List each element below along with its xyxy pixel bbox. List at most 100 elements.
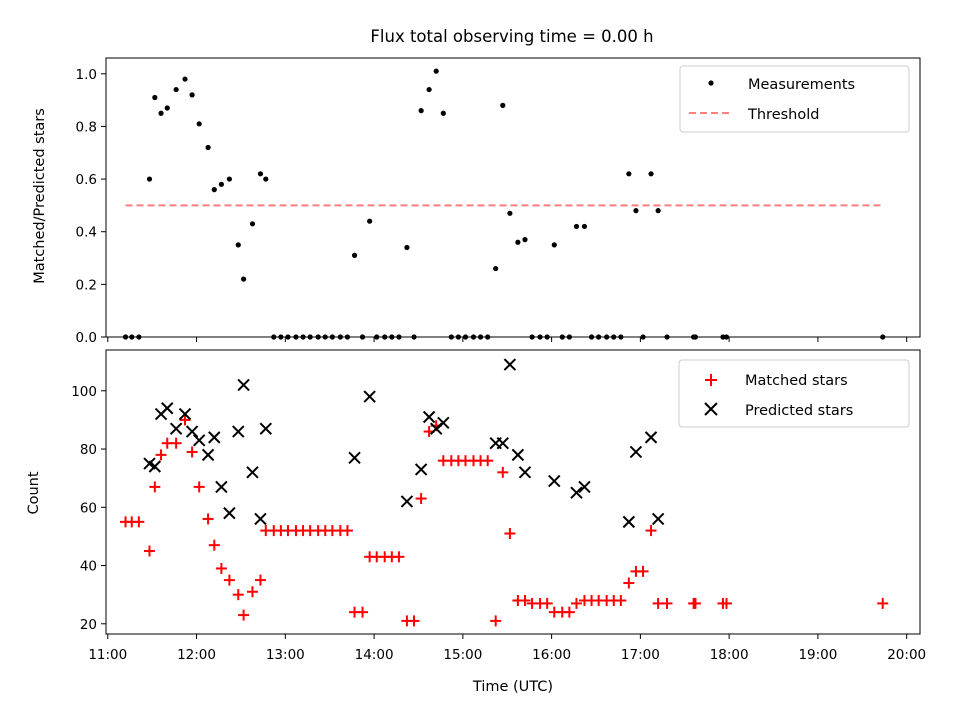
x-tick-label: 14:00 xyxy=(355,647,394,663)
matched-star-marker xyxy=(877,598,888,609)
matched-star-marker xyxy=(238,610,249,621)
matched-star-marker xyxy=(194,481,205,492)
matched-star-marker xyxy=(216,563,227,574)
matched-star-marker xyxy=(156,449,167,460)
measurement-point xyxy=(367,219,372,224)
measurement-point xyxy=(434,69,439,74)
predicted-star-marker xyxy=(424,411,435,422)
predicted-star-marker xyxy=(349,452,360,463)
predicted-star-marker xyxy=(646,432,657,443)
matched-star-marker xyxy=(490,615,501,626)
x-tick-label: 20:00 xyxy=(887,647,926,663)
matched-star-marker xyxy=(357,607,368,618)
predicted-star-marker xyxy=(623,516,634,527)
predicted-star-marker xyxy=(194,435,205,446)
predicted-star-marker xyxy=(260,423,271,434)
legend-measurements-label: Measurements xyxy=(748,77,855,93)
predicted-star-marker xyxy=(238,379,249,390)
measurement-point xyxy=(263,176,268,181)
measurement-point xyxy=(219,182,224,187)
matched-star-marker xyxy=(255,575,266,586)
predicted-star-marker xyxy=(497,438,508,449)
legend-top: Measurements Threshold xyxy=(680,66,909,132)
bottom-y-tick-label: 100 xyxy=(71,384,97,400)
predicted-star-marker xyxy=(653,513,664,524)
legend-matched-label: Matched stars xyxy=(745,373,848,389)
predicted-star-marker xyxy=(171,423,182,434)
matched-star-marker xyxy=(638,566,649,577)
matched-star-marker xyxy=(662,598,673,609)
measurement-point xyxy=(227,176,232,181)
matched-star-marker xyxy=(690,598,701,609)
bottom-y-tick-label: 20 xyxy=(80,617,97,633)
predicted-star-marker xyxy=(203,449,214,460)
x-tick-label: 16:00 xyxy=(532,647,571,663)
measurement-point xyxy=(241,276,246,281)
measurement-point xyxy=(441,111,446,116)
predicted-star-marker xyxy=(187,426,198,437)
measurement-point xyxy=(419,108,424,113)
predicted-star-marker xyxy=(149,461,160,472)
measurement-point xyxy=(493,266,498,271)
measurement-point xyxy=(582,224,587,229)
matched-star-marker xyxy=(247,586,258,597)
matched-star-marker xyxy=(497,467,508,478)
x-axis-label: Time (UTC) xyxy=(472,679,553,695)
measurement-point xyxy=(515,240,520,245)
predicted-star-marker xyxy=(233,426,244,437)
measurement-point xyxy=(404,245,409,250)
predicted-star-marker xyxy=(224,508,235,519)
measurement-point xyxy=(250,221,255,226)
top-y-tick-label: 0.8 xyxy=(76,119,97,135)
matched-star-marker xyxy=(564,607,575,618)
predicted-star-marker xyxy=(438,417,449,428)
measurement-point xyxy=(656,208,661,213)
legend-measurements-marker xyxy=(708,80,713,85)
predicted-star-marker xyxy=(216,481,227,492)
legend-predicted-label: Predicted stars xyxy=(745,403,853,419)
measurement-point xyxy=(427,87,432,92)
top-y-tick-label: 0.4 xyxy=(76,225,97,241)
predicted-star-marker xyxy=(519,467,530,478)
predicted-star-marker xyxy=(416,464,427,475)
predicted-star-marker xyxy=(162,403,173,414)
x-tick-label: 18:00 xyxy=(710,647,749,663)
measurement-point xyxy=(236,242,241,247)
legend-bottom: Matched stars Predicted stars xyxy=(679,360,909,427)
measurement-point xyxy=(500,103,505,108)
top-y-axis-label: Matched/Predicted stars xyxy=(32,108,48,284)
predicted-star-marker xyxy=(401,496,412,507)
matched-star-marker xyxy=(224,575,235,586)
matched-star-marker xyxy=(187,446,198,457)
top-y-tick-label: 0.0 xyxy=(76,330,97,346)
predicted-star-marker xyxy=(549,476,560,487)
measurement-point xyxy=(633,208,638,213)
measurement-point xyxy=(258,171,263,176)
top-y-tick-label: 0.2 xyxy=(76,277,97,293)
measurement-point xyxy=(174,87,179,92)
predicted-star-marker xyxy=(247,467,258,478)
top-y-tick-label: 0.6 xyxy=(76,172,97,188)
matched-star-marker xyxy=(646,525,657,536)
matched-star-marker xyxy=(542,598,553,609)
predicted-star-marker xyxy=(364,391,375,402)
matched-star-marker xyxy=(144,545,155,556)
predicted-star-marker xyxy=(579,481,590,492)
measurement-point xyxy=(152,95,157,100)
predicted-star-marker xyxy=(571,487,582,498)
measurement-point xyxy=(212,187,217,192)
top-y-tick-label: 1.0 xyxy=(76,67,97,83)
measurement-point xyxy=(648,171,653,176)
matched-star-marker xyxy=(409,615,420,626)
predicted-star-marker xyxy=(504,359,515,370)
bottom-y-tick-label: 60 xyxy=(80,500,97,516)
matched-star-marker xyxy=(233,589,244,600)
predicted-star-marker xyxy=(209,432,220,443)
measurement-point xyxy=(147,176,152,181)
matched-star-marker xyxy=(615,595,626,606)
x-tick-label: 19:00 xyxy=(798,647,837,663)
measurement-point xyxy=(522,237,527,242)
measurement-point xyxy=(158,111,163,116)
matched-star-marker xyxy=(504,528,515,539)
